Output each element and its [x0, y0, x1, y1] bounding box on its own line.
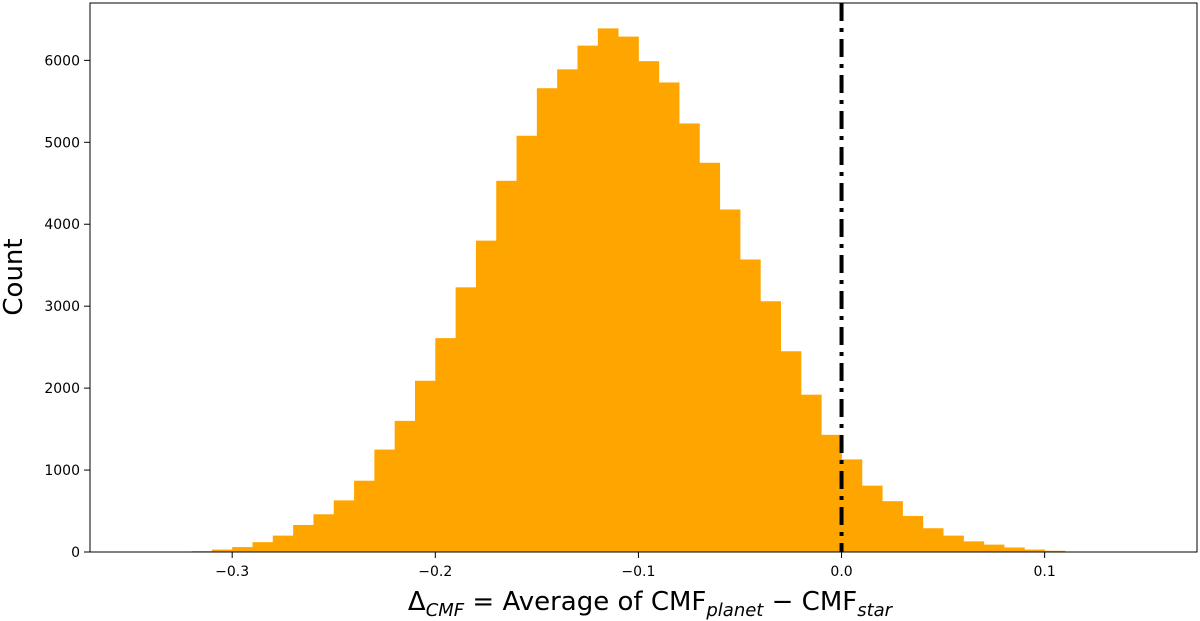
histogram-bar: [1044, 550, 1066, 552]
histogram-bar: [577, 45, 599, 553]
y-tick-label: 6000: [44, 53, 80, 69]
y-axis: 0 1000 2000 3000 4000 5000 6000: [44, 53, 90, 561]
x-tick-label: 0.1: [1034, 564, 1056, 580]
histogram-bar: [760, 301, 782, 552]
histogram-bar: [618, 36, 639, 553]
histogram-bar: [821, 434, 842, 552]
histogram-bar: [475, 240, 497, 552]
histogram-bar: [719, 209, 741, 552]
histogram-bar: [354, 480, 375, 552]
x-tick-label: 0.0: [830, 564, 852, 580]
histogram-bar: [679, 123, 700, 552]
y-tick-label: 0: [71, 545, 80, 561]
x-label-dash-cmf: − CMF: [763, 587, 857, 617]
x-label-delta: Δ: [408, 587, 426, 617]
histogram-bar: [739, 259, 761, 552]
histogram-bar: [272, 535, 294, 552]
histogram-bar: [943, 535, 964, 552]
histogram-bar: [902, 515, 924, 552]
histogram-bar: [394, 420, 416, 552]
histogram-bar: [333, 500, 355, 552]
x-label-sub-star: star: [857, 600, 893, 621]
y-tick-label: 2000: [44, 381, 80, 397]
histogram-bar: [496, 180, 517, 552]
histogram-bar: [211, 549, 233, 552]
histogram-bar: [536, 88, 558, 553]
x-label-sub-cmf: CMF: [426, 600, 465, 621]
histogram-bar: [780, 351, 802, 552]
histogram-bar: [232, 547, 253, 552]
x-tick-label: −0.1: [621, 564, 655, 580]
plot-frame: [89, 2, 1198, 553]
histogram-bar: [435, 338, 457, 552]
histogram-bar: [313, 514, 335, 552]
histogram-bar: [882, 501, 903, 552]
histogram-bar: [658, 82, 680, 552]
y-tick-label: 5000: [44, 135, 80, 151]
histogram-bar: [800, 394, 822, 552]
histogram-bar: [414, 380, 436, 552]
histogram-bar: [841, 459, 863, 552]
histogram-bar: [455, 287, 477, 552]
y-tick-label: 4000: [44, 217, 80, 233]
histogram-bar: [557, 69, 578, 552]
histogram-bar: [597, 28, 619, 553]
y-axis-label: Count: [0, 238, 29, 315]
histogram-bar: [516, 135, 538, 552]
x-label-sub-planet: planet: [705, 600, 764, 621]
histogram-bar: [638, 61, 660, 552]
histogram-bar: [293, 524, 314, 552]
histogram-bar: [983, 544, 1005, 552]
x-tick-label: −0.3: [215, 564, 249, 580]
histogram-bar: [374, 449, 396, 552]
y-tick-label: 1000: [44, 463, 80, 479]
x-tick-label: −0.2: [418, 564, 452, 580]
x-axis-label: ΔCMF = Average of CMFplanet − CMFstar: [408, 587, 894, 621]
histogram-bar: [963, 541, 985, 552]
x-label-middle: = Average of CMF: [464, 587, 706, 617]
histogram-bar: [861, 485, 883, 552]
y-tick-label: 3000: [44, 299, 80, 315]
histogram-bar: [699, 162, 721, 553]
histogram-bars: [171, 28, 1086, 553]
histogram-bar: [252, 542, 274, 552]
histogram-bar: [1024, 549, 1046, 552]
histogram-bar: [1004, 547, 1025, 552]
histogram-bar: [922, 528, 944, 552]
x-axis: −0.3 −0.2 −0.1 0.0 0.1: [215, 552, 1056, 580]
